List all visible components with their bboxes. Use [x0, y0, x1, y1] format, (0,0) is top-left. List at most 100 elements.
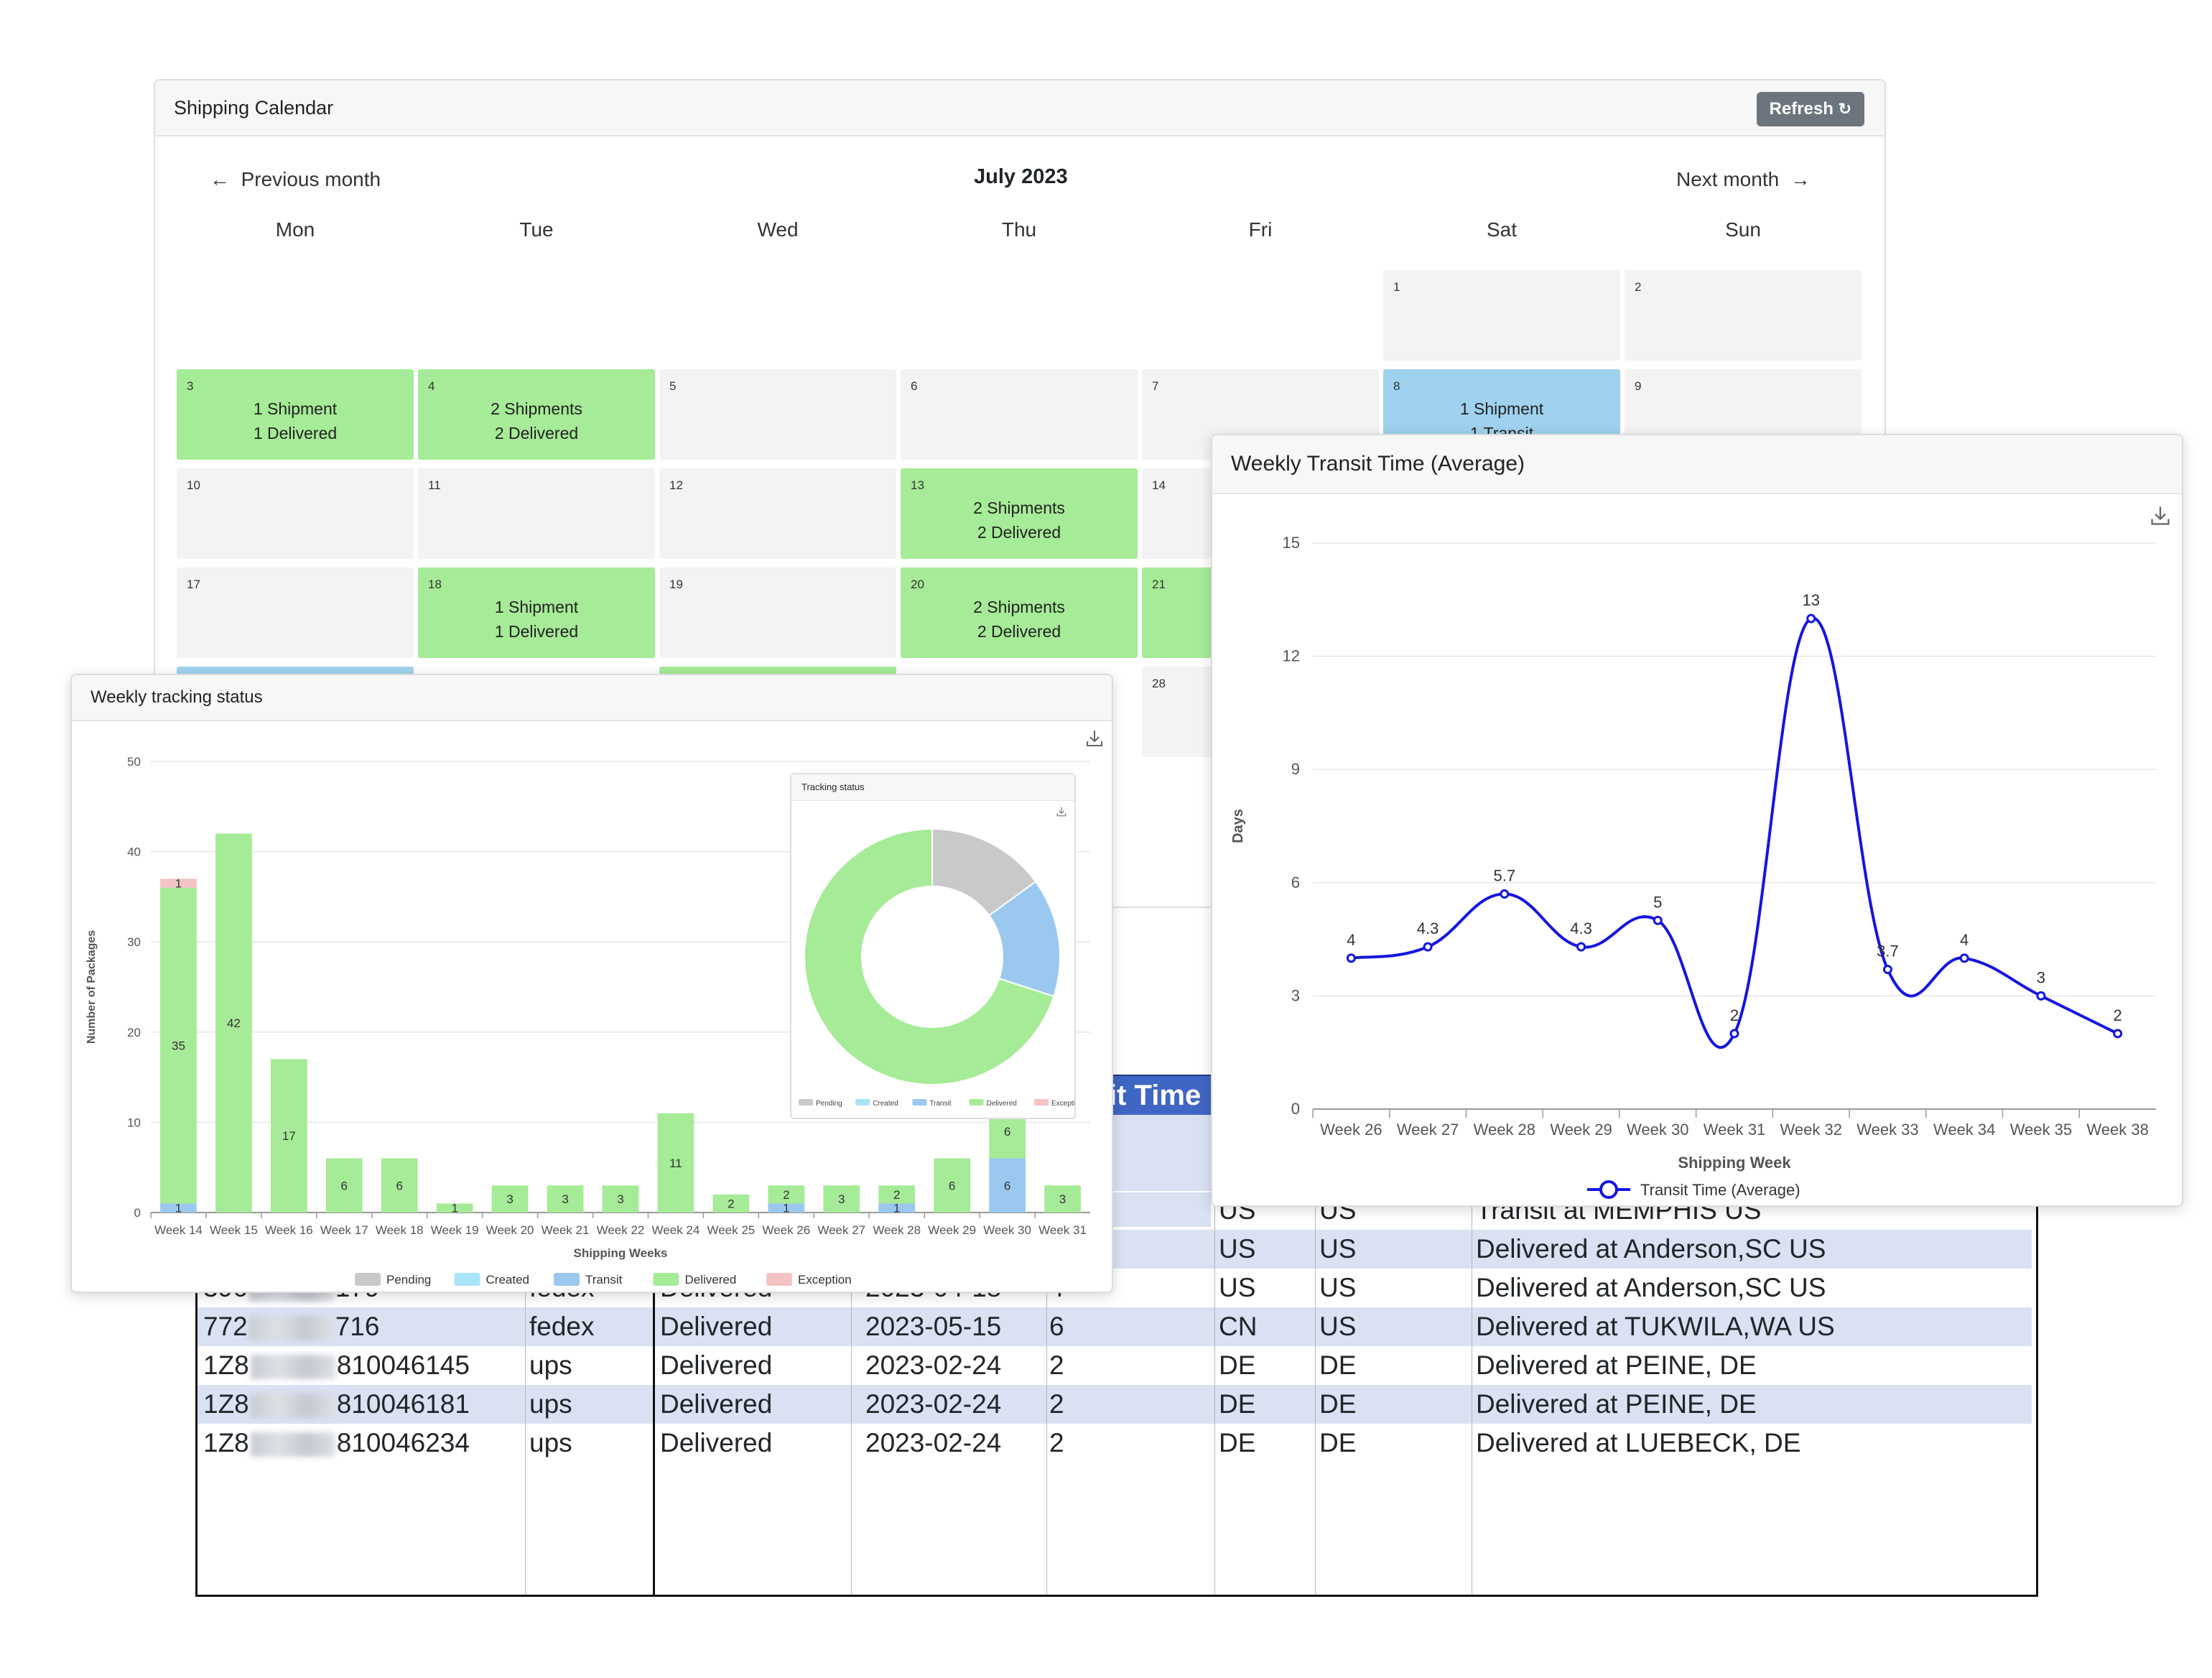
column-divider — [1214, 1075, 1215, 1595]
download-icon[interactable] — [1056, 806, 1067, 817]
calendar-day[interactable]: 11 — [418, 468, 655, 559]
legend-label: Transit — [929, 1100, 951, 1108]
previous-month-link[interactable]: ← Previous month — [210, 168, 381, 191]
shipment-count: 1 Shipment — [494, 598, 579, 616]
bar-data-label: 3 — [617, 1192, 623, 1206]
x-tick-label: Week 24 — [652, 1223, 700, 1237]
download-icon[interactable] — [1084, 728, 1105, 748]
y-axis-title: Number of Packages — [85, 930, 98, 1044]
destination-cell: DE — [1319, 1428, 1357, 1457]
origin-cell: CN — [1219, 1312, 1258, 1341]
calendar-day[interactable]: 2 — [1625, 270, 1862, 361]
y-tick-label: 12 — [1283, 647, 1300, 665]
legend-swatch — [912, 1099, 927, 1105]
x-tick-label: Week 32 — [1780, 1121, 1842, 1139]
day-number: 14 — [1152, 478, 1166, 492]
tracking-number-suffix: 810046234 — [336, 1428, 470, 1457]
weekday-label: Sat — [1486, 218, 1518, 241]
x-tick-label: Week 15 — [210, 1223, 258, 1237]
tracking-number-prefix: 1Z8 — [203, 1350, 249, 1380]
x-tick-label: Week 27 — [1397, 1121, 1459, 1139]
x-tick-label: Week 30 — [1627, 1121, 1688, 1139]
data-point — [1959, 953, 1969, 963]
day-number: 18 — [428, 578, 442, 591]
calendar-day[interactable]: 12 — [659, 468, 896, 559]
shipment-count: 2 Shipments — [973, 499, 1065, 517]
legend-label: Created — [486, 1273, 529, 1287]
shipment-count: 1 Shipment — [253, 399, 338, 418]
calendar-day[interactable]: 20 2 Shipments 2 Delivered — [901, 567, 1138, 658]
legend-swatch — [766, 1273, 792, 1286]
day-number: 13 — [911, 478, 924, 492]
destination-cell: DE — [1319, 1350, 1357, 1380]
calendar-day[interactable]: 4 2 Shipments 2 Delivered — [418, 369, 655, 460]
calendar-day[interactable]: 3 1 Shipment 1 Delivered — [177, 369, 414, 460]
donut-title: Tracking status — [791, 774, 1074, 801]
column-divider — [525, 1075, 526, 1595]
previous-month-label: Previous month — [241, 168, 381, 190]
refresh-button[interactable]: Refresh ↻ — [1756, 92, 1864, 126]
tracking-panel-title: Weekly tracking status — [72, 675, 1112, 721]
day-number: 1 — [1393, 280, 1400, 294]
legend-swatch — [653, 1273, 679, 1286]
legend-swatch — [554, 1273, 580, 1286]
redacted-blur — [250, 1394, 335, 1419]
bar-data-label: 2 — [728, 1197, 734, 1210]
day-number: 7 — [1152, 379, 1159, 393]
tracking-number-suffix: 716 — [335, 1312, 380, 1341]
calendar-day[interactable]: 10 — [177, 468, 414, 559]
data-point — [1576, 942, 1586, 952]
bar-segment-delivered — [657, 1113, 694, 1213]
carrier-cell: ups — [529, 1428, 572, 1457]
download-icon[interactable] — [2149, 504, 2172, 527]
last-event-cell: Delivered at TUKWILA,WA US — [1476, 1312, 1835, 1341]
status-count: 2 Delivered — [494, 424, 579, 442]
x-tick-label: Week 38 — [2086, 1121, 2148, 1139]
bar-segment-transit — [768, 1203, 805, 1213]
calendar-day[interactable]: 1 — [1383, 270, 1620, 361]
origin-cell: DE — [1219, 1389, 1256, 1419]
bar-data-label: 1 — [451, 1202, 457, 1215]
data-point — [2036, 991, 2046, 1001]
calendar-day[interactable]: 6 — [901, 369, 1138, 460]
y-axis-title: Days — [1230, 809, 1246, 843]
x-tick-label: Week 35 — [2010, 1121, 2072, 1139]
calendar-day[interactable]: 17 — [177, 567, 414, 658]
legend-label: Exception — [798, 1273, 852, 1287]
bar-data-label: 1 — [175, 877, 182, 891]
refresh-icon: ↻ — [1838, 100, 1851, 118]
x-axis-title: Shipping Week — [1678, 1154, 1791, 1172]
tracking-number-cell: 1Z8 810046145 — [203, 1346, 470, 1385]
x-tick-label: Week 22 — [597, 1223, 645, 1237]
data-point — [1500, 889, 1510, 899]
status-cell: Delivered — [660, 1428, 773, 1457]
legend-label: Transit — [585, 1273, 623, 1287]
calendar-day[interactable]: 5 — [659, 369, 896, 460]
y-tick-label: 20 — [127, 1026, 141, 1039]
carrier-cell: fedex — [529, 1312, 595, 1341]
y-tick-label: 3 — [1291, 986, 1300, 1004]
bar-segment-transit — [878, 1203, 916, 1213]
legend-label: Pending — [386, 1273, 431, 1287]
days-cell: 6 — [1049, 1312, 1064, 1341]
destination-cell: DE — [1319, 1389, 1357, 1419]
calendar-day[interactable]: 19 — [659, 567, 896, 658]
legend-label: Pending — [816, 1100, 842, 1108]
bar-data-label: 6 — [1004, 1179, 1010, 1192]
day-number: 12 — [669, 478, 683, 492]
data-label: 2 — [2114, 1006, 2122, 1024]
bar-segment-delivered — [768, 1185, 805, 1204]
weekday-label: Tue — [519, 218, 554, 241]
status-count: 2 Delivered — [977, 622, 1061, 641]
next-month-link[interactable]: Next month → — [1676, 168, 1811, 191]
calendar-month-title: July 2023 — [974, 165, 1068, 188]
x-tick-label: Week 27 — [817, 1223, 865, 1237]
calendar-day[interactable]: 13 2 Shipments 2 Delivered — [901, 468, 1138, 559]
column-divider — [653, 1075, 655, 1595]
bar-data-label: 42 — [227, 1016, 241, 1030]
bar-segment-exception — [160, 879, 197, 888]
data-point — [2113, 1029, 2123, 1039]
day-number: 3 — [187, 379, 194, 393]
calendar-day[interactable]: 18 1 Shipment 1 Delivered — [418, 567, 655, 658]
bar-data-label: 11 — [669, 1156, 682, 1170]
